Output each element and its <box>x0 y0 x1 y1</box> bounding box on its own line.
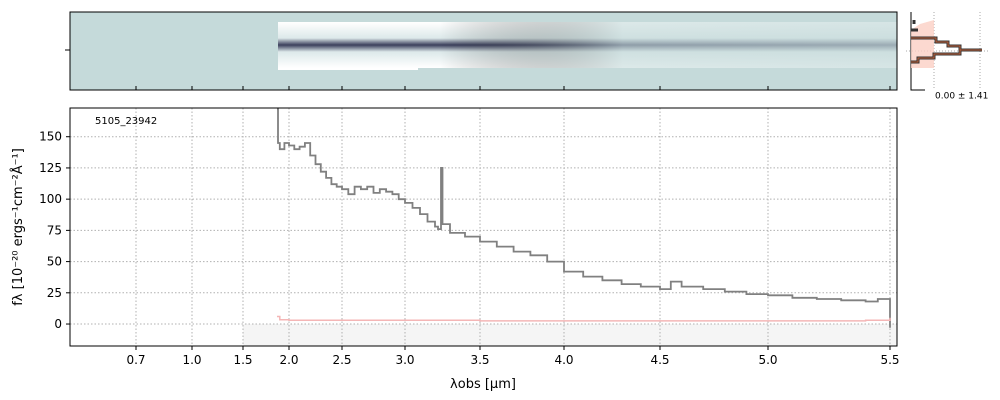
2d-trace-fade <box>440 22 897 68</box>
plot-frame <box>69 107 898 347</box>
y-tick-label: 125 <box>39 161 62 175</box>
x-axis-label: λobs [μm] <box>450 377 516 392</box>
profile-panel: 0.00 ± 1.41 <box>906 12 990 102</box>
x-tick-label: 2.5 <box>332 353 351 367</box>
x-tick-label: 5.5 <box>880 353 899 367</box>
y-tick-label: 0 <box>54 317 62 331</box>
x-tick-label: 5.0 <box>758 353 777 367</box>
x-tick-label: 0.7 <box>126 353 145 367</box>
2d-frame <box>69 11 898 91</box>
2d-edge <box>278 68 418 70</box>
x-tick-label: 1.0 <box>182 353 201 367</box>
x-tick-label: 4.0 <box>554 353 573 367</box>
series-flux <box>277 108 891 328</box>
x-tick-label: 3.5 <box>470 353 489 367</box>
shaded-region <box>243 324 897 346</box>
x-tick-label: 2.0 <box>279 353 298 367</box>
object-label: 5105_23942 <box>95 116 157 127</box>
y-tick-label: 50 <box>47 255 62 269</box>
x-tick-label: 4.5 <box>650 353 669 367</box>
x-tick-label: 1.5 <box>233 353 252 367</box>
x-tick-label: 3.0 <box>395 353 414 367</box>
spectrum-1d-panel: 0.7 1.0 1.5 2.0 2.5 3.0 3.5 4.0 4.5 5.0 5.5 0 25 50 75… <box>10 86 900 392</box>
y-tick-label: 100 <box>39 192 62 206</box>
y-tick-label: 25 <box>47 286 62 300</box>
y-tick-label: 75 <box>47 223 62 237</box>
spectrum-2d-panel <box>65 11 898 91</box>
series-error <box>277 315 891 322</box>
y-axis-label: fλ [10⁻²⁰ ergs⁻¹cm⁻²Å⁻¹] <box>10 148 26 306</box>
y-tick-label: 150 <box>39 130 62 144</box>
profile-label: 0.00 ± 1.41 <box>935 92 988 102</box>
